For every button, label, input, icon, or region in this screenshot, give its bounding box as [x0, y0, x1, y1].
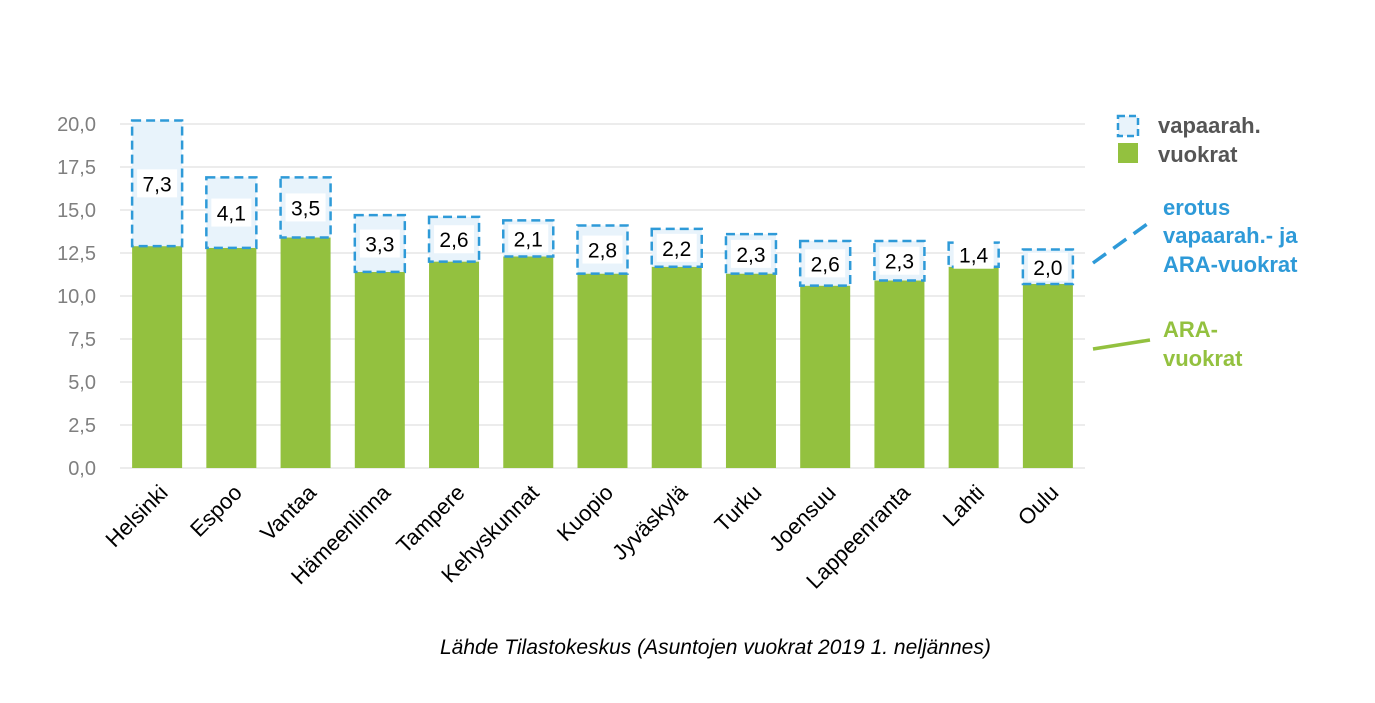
data-label: 3,3 — [365, 234, 394, 257]
x-axis: Helsinki Espoo VantaaHämeenlinnaTampereKeh… — [101, 479, 1064, 593]
data-label-bg — [879, 246, 920, 275]
annotation-erotus-line-1: erotus — [1163, 195, 1230, 220]
data-label: 2,2 — [662, 238, 691, 261]
data-label-bg — [285, 193, 326, 222]
y-tick-label: 10,0 — [57, 286, 96, 308]
legend-swatch-vapaarah — [1116, 114, 1140, 138]
x-tick-label: Oulu — [1013, 480, 1064, 531]
data-label-bg — [1027, 252, 1068, 281]
annotation-ara-line-1: ARA- — [1163, 317, 1218, 342]
bar-vuokrat — [577, 273, 628, 468]
legend-swatch-vuokrat — [1118, 143, 1138, 163]
data-label: 4,1 — [217, 203, 246, 226]
data-label: 2,1 — [514, 228, 543, 251]
annotations: erotus vapaarah.- ja ARA-vuokrat ARA- vu… — [1091, 195, 1298, 371]
data-label-bg — [805, 249, 846, 278]
bar-vuokrat — [354, 271, 405, 468]
bar-vuokrat — [800, 285, 851, 468]
data-label: 2,3 — [736, 244, 765, 267]
y-tick-label: 15,0 — [57, 200, 96, 222]
y-axis: 0,0 2,5 5,0 7,5 10,0 12,5 15,0 17,5 20,0 — [57, 114, 96, 480]
data-label-bg — [137, 169, 178, 198]
y-tick-label: 12,5 — [57, 243, 96, 265]
legend-label-vuokrat: vuokrat — [1158, 142, 1238, 167]
data-label-bg — [211, 198, 252, 227]
data-label: 3,5 — [291, 197, 320, 220]
annotation-erotus-line-3: ARA-vuokrat — [1163, 252, 1298, 277]
x-tick-label: Helsinki — [101, 480, 173, 552]
data-label-bg — [434, 225, 475, 254]
data-label-bg — [508, 224, 549, 253]
bar-vuokrat — [280, 237, 331, 468]
data-label: 2,8 — [588, 240, 617, 263]
x-tick-label: Kuopio — [552, 480, 618, 546]
data-label: 2,6 — [439, 229, 468, 252]
legend-label-vapaarah: vapaarah. — [1158, 113, 1261, 138]
bar-vuokrat — [948, 266, 999, 468]
data-label: 2,0 — [1033, 257, 1062, 280]
annotation-erotus-line-2: vapaarah.- ja — [1163, 223, 1298, 248]
data-label: 2,3 — [885, 251, 914, 274]
erotus-connector — [1091, 220, 1152, 265]
x-tick-label: Lahti — [938, 480, 989, 531]
legend: vapaarah. vuokrat — [1116, 113, 1261, 167]
y-tick-label: 2,5 — [68, 415, 96, 437]
x-tick-label: Joensuu — [764, 480, 841, 557]
x-tick-label: Turku — [710, 480, 767, 537]
annotation-ara-line-2: vuokrat — [1163, 346, 1243, 371]
bar-vuokrat — [874, 280, 925, 468]
source-note: Lähde Tilastokeskus (Asuntojen vuokrat 2… — [440, 636, 991, 659]
bar-vuokrat — [1022, 283, 1073, 468]
data-label-bg — [656, 233, 697, 262]
y-tick-label: 5,0 — [68, 372, 96, 394]
bar-vuokrat — [503, 256, 554, 468]
x-tick-label: Vantaa — [255, 479, 321, 545]
bar-vuokrat — [429, 261, 480, 468]
bar-vuokrat — [206, 247, 257, 468]
data-label-bg — [582, 235, 623, 264]
y-tick-label: 17,5 — [57, 157, 96, 179]
y-tick-label: 7,5 — [68, 329, 96, 351]
data-label-bg — [730, 239, 771, 268]
x-tick-label: Espoo — [185, 480, 247, 542]
ara-connector — [1092, 338, 1151, 351]
data-label: 1,4 — [959, 245, 989, 268]
y-tick-label: 20,0 — [57, 114, 96, 136]
bars: 7,3 4,1 3,5 3,3 2,6 2,1 2,8 2,2 2,3 2,6 2,3 1,4 2,0 — [130, 119, 1075, 468]
bar-vuokrat — [132, 246, 183, 468]
data-label: 2,6 — [811, 253, 840, 276]
bar-vuokrat — [651, 266, 702, 468]
y-tick-label: 0,0 — [68, 458, 96, 480]
x-tick-label: Jyväskylä — [607, 479, 693, 565]
x-tick-label: Tampere — [391, 480, 469, 558]
data-label-bg — [359, 229, 400, 258]
data-label-bg — [953, 240, 994, 269]
bar-vuokrat — [725, 273, 776, 468]
data-label: 7,3 — [143, 173, 172, 196]
